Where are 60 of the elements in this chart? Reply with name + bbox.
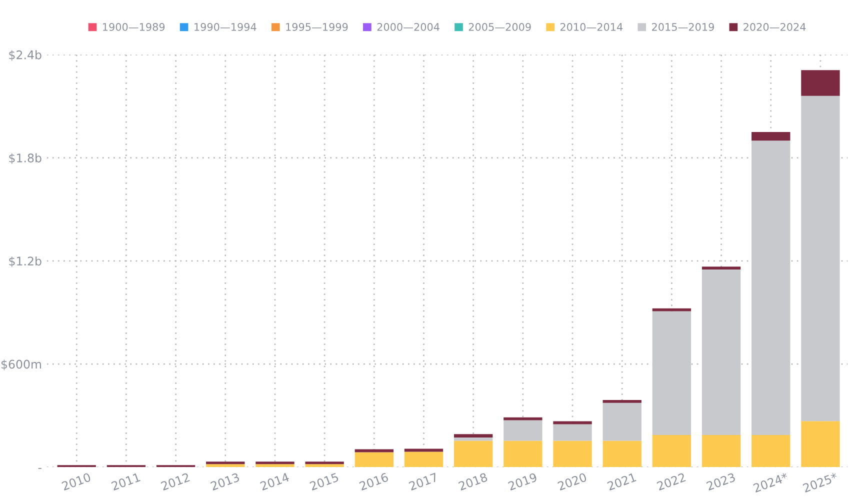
bar: [206, 462, 245, 464]
x-tick-label: 2014: [260, 472, 290, 491]
bar: [752, 132, 790, 141]
bar: [454, 434, 493, 438]
x-tick-label: 2023: [706, 472, 736, 491]
legend-label: 1900—1989: [103, 23, 165, 31]
bar: [553, 440, 592, 468]
y-tick-label: -: [38, 468, 42, 469]
x-tick-label: 2020: [557, 472, 588, 491]
x-tick-label: 2011: [111, 472, 140, 491]
bar: [206, 464, 245, 468]
bar: [305, 464, 344, 468]
x-tick-label: 2010: [61, 472, 92, 491]
x-tick-label: 2019: [508, 472, 538, 491]
bar: [504, 420, 542, 441]
bar: [454, 437, 493, 441]
bar: [801, 96, 840, 422]
bar: [602, 440, 642, 468]
bar: [702, 270, 741, 436]
y-tick-label: $1.8b: [9, 153, 42, 164]
x-tick-label: 2024*: [752, 472, 789, 493]
bar: [504, 417, 542, 420]
legend-label: 2000—2004: [377, 23, 440, 31]
bar: [504, 440, 542, 468]
bar: [702, 266, 741, 270]
y-tick-label: $1.2b: [9, 256, 42, 268]
x-tick-label: 2021: [606, 472, 636, 491]
bar: [752, 435, 790, 468]
legend-label: 2010—2014: [560, 23, 623, 31]
bar: [652, 435, 692, 468]
x-tick-label: 2025*: [802, 472, 838, 493]
x-tick-label: 2015: [309, 472, 339, 491]
bar: [752, 140, 790, 436]
bar: [702, 435, 741, 468]
bar: [354, 452, 394, 468]
bar: [801, 421, 840, 468]
bar: [404, 452, 444, 468]
bar: [602, 400, 642, 403]
legend-label: 2020—2024: [744, 23, 806, 31]
legend-label: 2005—2009: [468, 23, 531, 31]
bar: [602, 402, 642, 441]
bar: [454, 440, 493, 468]
legend-label: 1995—1999: [286, 23, 348, 31]
x-tick-label: 2013: [210, 472, 240, 491]
x-tick-label: 2017: [408, 472, 438, 491]
bar: [256, 464, 294, 468]
bar: [801, 70, 840, 96]
legend-label: 2015—2019: [652, 23, 714, 31]
bar: [652, 311, 692, 436]
bar: [305, 462, 344, 464]
bar: [256, 462, 294, 464]
legend-label: 1990—1994: [194, 23, 256, 31]
x-tick-label: 2016: [358, 472, 389, 491]
bar: [553, 424, 592, 441]
x-tick-label: 2012: [160, 472, 190, 491]
x-tick-label: 2022: [656, 472, 686, 491]
bar: [652, 308, 692, 312]
y-tick-label: $2.4b: [9, 50, 42, 61]
y-tick-label: $600m: [1, 360, 41, 370]
x-tick-label: 2018: [458, 472, 488, 491]
